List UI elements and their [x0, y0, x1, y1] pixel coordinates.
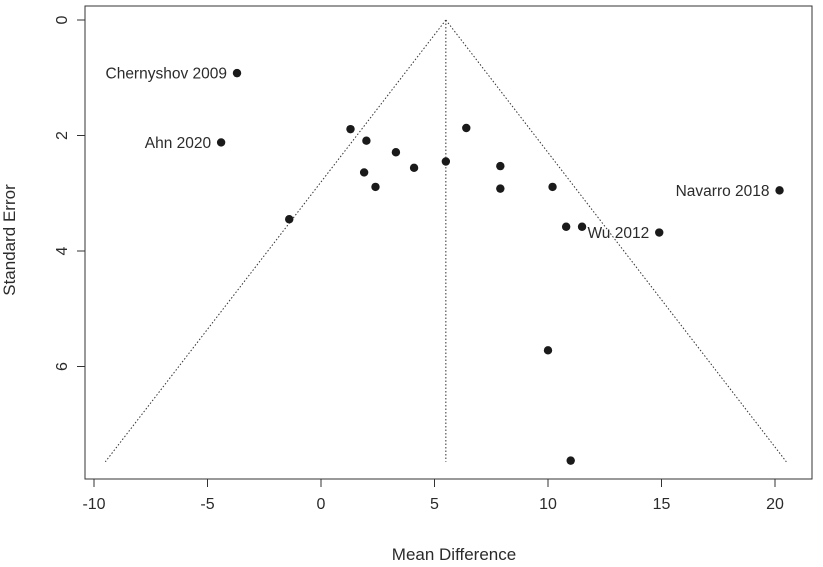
point-label: Ahn 2020: [145, 135, 212, 152]
y-tick-label: 4: [54, 246, 71, 255]
data-point: [462, 123, 471, 133]
y-tick-label: 2: [54, 131, 71, 140]
y-axis-title: Standard Error: [0, 184, 19, 296]
point-label: Navarro 2018: [676, 183, 770, 200]
data-point: [496, 184, 505, 193]
data-point: [543, 346, 553, 355]
x-tick-label: -5: [200, 496, 214, 513]
data-point: [216, 138, 226, 147]
data-point: [441, 157, 451, 166]
data-point: [577, 222, 587, 231]
data-point: [391, 148, 401, 157]
y-tick-label: 0: [54, 15, 71, 24]
point-label: Chernyshov 2009: [106, 66, 228, 83]
data-point: [362, 136, 371, 145]
x-tick-label: 5: [430, 496, 439, 513]
point-label: Wu 2012: [587, 225, 649, 242]
data-point: [655, 228, 664, 237]
x-tick-label: -10: [82, 496, 105, 513]
data-point: [346, 124, 355, 134]
data-point: [359, 168, 369, 177]
data-point: [496, 161, 505, 171]
data-point: [775, 186, 784, 195]
plot-frame: [84, 5, 813, 480]
y-tick-label: 6: [54, 362, 71, 371]
data-point: [409, 163, 419, 173]
x-tick-label: 20: [766, 496, 784, 513]
data-point: [548, 182, 557, 192]
x-tick-label: 15: [653, 496, 671, 513]
x-tick-label: 10: [539, 496, 557, 513]
x-axis-title: Mean Difference: [392, 545, 516, 564]
data-point: [566, 456, 575, 465]
funnel-left-line: [104, 19, 447, 463]
data-point: [285, 215, 294, 224]
data-point: [561, 222, 571, 231]
data-point: [232, 68, 242, 78]
x-tick-label: 0: [317, 496, 326, 513]
data-point: [371, 182, 380, 192]
